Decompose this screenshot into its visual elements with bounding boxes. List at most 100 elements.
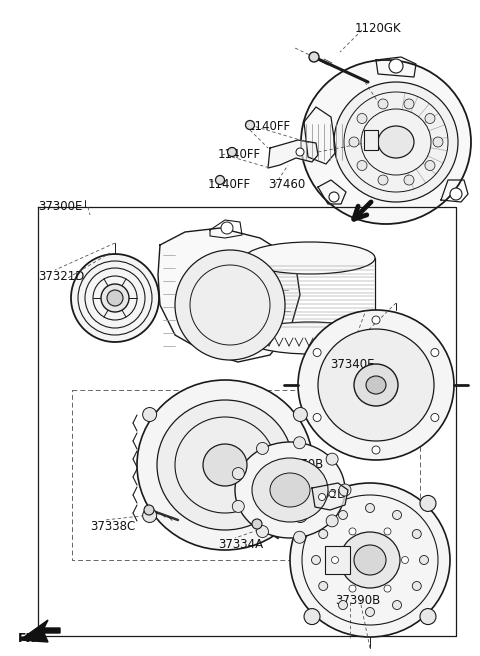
Circle shape [232,501,244,512]
Circle shape [433,137,443,147]
Circle shape [365,504,374,512]
Circle shape [404,175,414,185]
Circle shape [384,528,391,535]
Text: 1120GK: 1120GK [355,22,402,35]
Ellipse shape [245,242,375,274]
Ellipse shape [290,483,450,637]
Text: 37338C: 37338C [90,520,135,533]
Circle shape [339,484,351,496]
Circle shape [319,581,328,590]
Circle shape [329,192,339,202]
Circle shape [326,515,338,527]
Circle shape [357,161,367,171]
Circle shape [365,607,374,617]
Ellipse shape [252,458,328,522]
Circle shape [319,493,325,501]
Circle shape [450,188,462,200]
Circle shape [329,491,335,497]
Ellipse shape [175,250,285,360]
Text: 37334A: 37334A [218,538,263,551]
Circle shape [319,529,328,539]
Circle shape [431,413,439,422]
Circle shape [232,468,244,480]
Circle shape [294,531,306,543]
Ellipse shape [366,376,386,394]
Circle shape [378,175,388,185]
Ellipse shape [354,545,386,575]
Circle shape [313,348,321,356]
Text: 37390B: 37390B [335,594,380,607]
Circle shape [401,556,408,564]
Circle shape [228,148,237,157]
Ellipse shape [157,400,293,530]
Circle shape [372,446,380,454]
Bar [325,546,350,574]
Ellipse shape [301,60,471,224]
Ellipse shape [235,442,345,538]
Ellipse shape [318,329,434,441]
Ellipse shape [298,310,454,460]
Circle shape [304,495,320,512]
Ellipse shape [71,254,159,342]
Polygon shape [158,228,300,362]
Circle shape [412,581,421,590]
Circle shape [294,437,306,449]
Circle shape [293,508,307,522]
Circle shape [245,121,254,129]
Circle shape [256,525,268,537]
Circle shape [312,556,321,565]
Circle shape [420,495,436,512]
Circle shape [372,316,380,324]
Circle shape [425,161,435,171]
Circle shape [393,510,401,520]
Polygon shape [20,620,60,642]
Text: 1140FF: 1140FF [218,148,261,161]
Circle shape [425,113,435,123]
Circle shape [389,59,403,73]
Circle shape [332,556,338,564]
Text: 1140FF: 1140FF [208,178,251,191]
Circle shape [420,609,436,625]
Text: FR.: FR. [18,632,41,645]
Ellipse shape [354,364,398,406]
Circle shape [378,99,388,109]
Circle shape [144,505,154,515]
Ellipse shape [270,473,310,507]
Ellipse shape [340,532,400,588]
Circle shape [349,585,356,592]
Circle shape [338,510,348,520]
Circle shape [420,556,429,565]
Polygon shape [268,140,318,168]
Ellipse shape [378,126,414,158]
Circle shape [326,453,338,465]
Ellipse shape [137,380,313,550]
Polygon shape [312,483,348,510]
Circle shape [296,148,304,156]
Circle shape [393,600,401,609]
Circle shape [357,113,367,123]
Text: 37460: 37460 [268,178,305,191]
Ellipse shape [245,322,375,354]
Circle shape [252,519,262,529]
Circle shape [293,407,307,422]
Circle shape [349,528,356,535]
Circle shape [431,348,439,356]
Text: 37340E: 37340E [330,358,374,371]
Circle shape [143,407,156,422]
Circle shape [349,137,359,147]
Text: 37370B: 37370B [278,458,323,471]
Circle shape [412,529,421,539]
Circle shape [384,585,391,592]
Text: 1140FF: 1140FF [248,120,291,133]
Ellipse shape [334,82,458,202]
Circle shape [143,508,156,522]
Ellipse shape [101,284,129,312]
Text: 37332D: 37332D [300,488,346,501]
Circle shape [256,442,268,455]
Bar [364,130,378,150]
Circle shape [404,99,414,109]
Ellipse shape [107,290,123,306]
Circle shape [338,600,348,609]
Circle shape [216,176,225,184]
Circle shape [309,52,319,62]
